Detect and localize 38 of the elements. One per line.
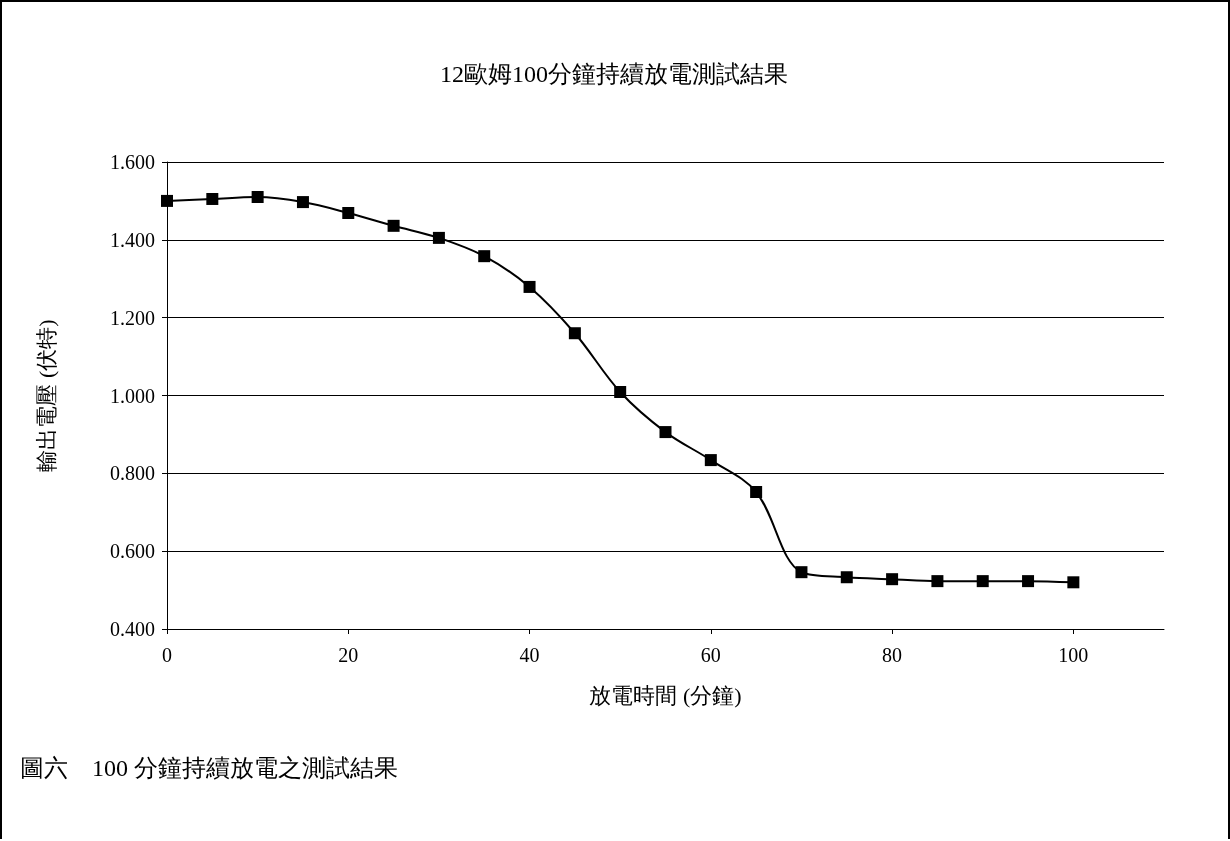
point xyxy=(704,454,717,467)
point xyxy=(976,575,989,588)
point xyxy=(614,386,627,398)
point xyxy=(886,573,899,586)
point xyxy=(568,327,581,340)
y-tick-label: 0.800 xyxy=(110,462,155,485)
y-tick-label: 0.400 xyxy=(110,618,155,640)
text: 圖六 100 分鐘持續放電之測試結果 xyxy=(20,754,398,783)
x-tick-label: 0 xyxy=(162,644,172,666)
point xyxy=(840,571,853,584)
y-tick-label: 1.600 xyxy=(110,151,155,173)
point xyxy=(1022,575,1035,588)
y-tick-label: 1.200 xyxy=(110,306,155,329)
x-tick-label: 100 xyxy=(1058,644,1089,666)
point xyxy=(523,280,536,293)
point xyxy=(750,486,763,499)
y-axis-title: 輸出電壓 (伏特) xyxy=(33,319,59,472)
point xyxy=(478,250,491,263)
point xyxy=(296,196,309,209)
point xyxy=(387,219,400,232)
point xyxy=(795,566,808,579)
point xyxy=(659,426,672,439)
point xyxy=(251,191,264,204)
y-tick-label: 1.400 xyxy=(110,228,155,251)
x-tick-label: 40 xyxy=(519,644,540,666)
y-tick-label: 0.600 xyxy=(110,540,155,563)
x-tick-label: 60 xyxy=(700,644,721,666)
x-axis-title: 放電時間 (分鐘) xyxy=(589,682,742,708)
point xyxy=(432,231,445,244)
point xyxy=(1067,576,1080,589)
x-tick-label: 20 xyxy=(338,644,359,666)
point xyxy=(931,575,944,588)
chart-title: 12歐姆100分鐘持續放電測試結果 xyxy=(440,61,788,87)
point xyxy=(161,194,173,207)
x-tick-label: 80 xyxy=(882,644,903,666)
point xyxy=(342,206,355,219)
point xyxy=(206,192,219,205)
y-tick-label: 1.000 xyxy=(110,384,155,407)
